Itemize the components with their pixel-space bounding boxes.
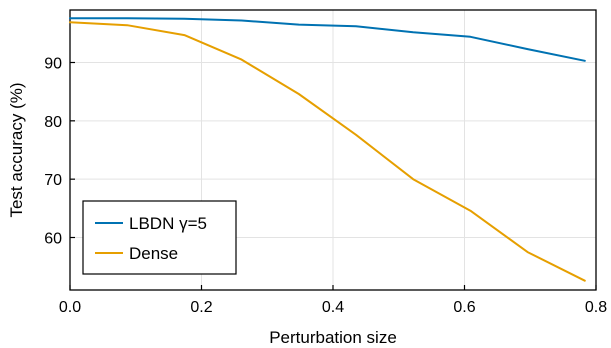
legend-box xyxy=(82,200,237,275)
x-tick-label: 0.4 xyxy=(322,299,344,316)
series-line-lbdn xyxy=(69,17,586,62)
legend: LBDN γ=5 Dense xyxy=(82,200,237,275)
x-axis-label: Perturbation size xyxy=(269,328,397,347)
legend-label: LBDN γ=5 xyxy=(129,214,207,233)
axis-ticks: 0.0 0.2 0.4 0.6 0.8 60 70 80 90 xyxy=(44,56,607,317)
x-tick-label: 0.0 xyxy=(59,299,81,316)
x-tick-label: 0.2 xyxy=(190,299,212,316)
series-layer xyxy=(69,17,586,282)
y-tick-label: 90 xyxy=(44,56,62,73)
x-tick-label: 0.6 xyxy=(453,299,475,316)
y-axis-label: Test accuracy (%) xyxy=(7,82,26,217)
y-tick-label: 60 xyxy=(44,231,62,248)
series-line-dense xyxy=(69,21,586,282)
legend-label: Dense xyxy=(129,244,178,263)
y-tick-label: 80 xyxy=(44,114,62,131)
x-tick-label: 0.8 xyxy=(585,299,607,316)
y-tick-label: 70 xyxy=(44,172,62,189)
